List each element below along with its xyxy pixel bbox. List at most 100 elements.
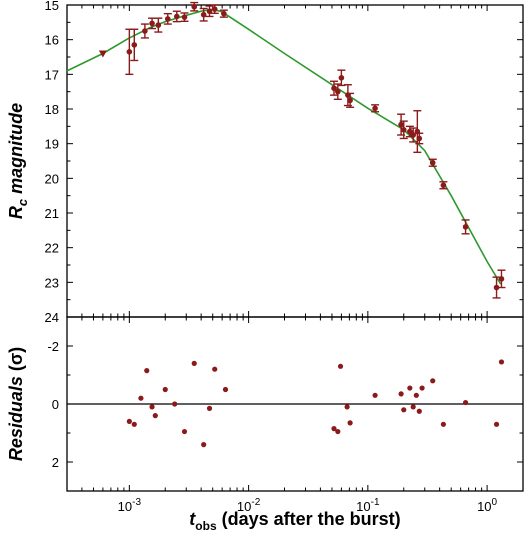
data-point: [174, 13, 180, 20]
data-point: [131, 42, 138, 48]
light-curve-tick-labels: 15 16 17 18 19 20 21 22 23 24: [45, 0, 59, 325]
x-tick-label-base: 10: [118, 499, 132, 514]
residual-point: [162, 386, 168, 393]
residual-point: [131, 421, 137, 427]
residuals-panel: -2 0 2: [47, 316, 524, 492]
data-point: [410, 132, 416, 138]
y-tick-label: 22: [45, 241, 59, 256]
residual-point: [138, 395, 144, 401]
data-point: [398, 121, 404, 128]
y-tick-label: 24: [45, 310, 59, 325]
data-point: [191, 3, 198, 10]
residuals-tick-labels: -2 0 2: [47, 339, 59, 470]
residual-point: [398, 391, 404, 397]
model-fit-line: [66, 8, 502, 285]
y-axis-title: Rc magnitude: [6, 103, 30, 219]
residual-point: [222, 386, 229, 393]
upper-limit-marker: [98, 50, 107, 58]
data-point: [462, 224, 469, 230]
residual-point: [430, 378, 436, 384]
residual-point: [149, 404, 155, 410]
residuals-axis-title-main: Residuals: [6, 376, 26, 461]
residual-point: [410, 404, 416, 410]
x-axis-title-subscript: obs: [195, 519, 217, 533]
y-axis-title-rest: magnitude: [6, 103, 26, 199]
data-point: [372, 105, 378, 112]
x-tick-label-exponent: -1: [371, 497, 380, 508]
y-tick-label: 17: [45, 67, 59, 82]
residual-point: [493, 421, 500, 427]
x-axis-tick-labels: 10-3 10-2 10-1 100: [118, 497, 498, 514]
data-point: [429, 159, 436, 166]
residual-point: [191, 360, 197, 366]
x-tick-label-exponent: -2: [251, 497, 260, 508]
residual-point: [331, 426, 337, 432]
y-axis-title-subscript: c: [15, 198, 30, 206]
residual-tick-label: 2: [52, 455, 59, 470]
data-point: [416, 135, 423, 142]
residuals-axis-ticks: [66, 316, 524, 492]
data-point: [331, 85, 337, 91]
x-tick-label-base: 10: [477, 499, 491, 514]
residual-point: [419, 385, 425, 391]
x-tick-label-base: 10: [356, 499, 370, 514]
y-axis-title-main: R: [6, 206, 26, 219]
y-tick-label: 19: [45, 137, 59, 152]
residual-point: [335, 428, 341, 435]
residual-point: [440, 421, 446, 427]
y-tick-label: 15: [45, 0, 59, 13]
x-tick-label: 10-2: [237, 497, 261, 514]
x-tick-label-exponent: -3: [132, 497, 141, 508]
residual-tick-label: -2: [47, 339, 59, 354]
data-point: [400, 127, 407, 133]
residual-point: [344, 404, 350, 410]
data-point: [155, 22, 162, 28]
residual-point: [212, 366, 218, 372]
residual-point: [181, 428, 188, 435]
residual-point: [401, 407, 407, 413]
y-tick-label: 16: [45, 33, 59, 48]
x-tick-label: 10-3: [118, 497, 142, 514]
data-point: [407, 128, 413, 135]
residual-tick-label: 0: [52, 397, 59, 412]
residual-point: [413, 392, 419, 398]
x-tick-label: 100: [477, 497, 497, 514]
residual-point: [152, 413, 158, 419]
data-point: [200, 11, 207, 18]
x-axis-title: tobs (days after the burst): [189, 509, 400, 533]
residual-point: [144, 368, 150, 374]
data-point: [211, 6, 218, 12]
residual-point: [462, 399, 469, 406]
residual-point: [126, 418, 132, 424]
data-point: [440, 182, 447, 189]
light-curve-plot-frame: [66, 4, 524, 318]
residual-point: [498, 359, 505, 365]
data-point: [493, 284, 500, 291]
data-point: [142, 28, 148, 34]
x-axis-title-main: t: [189, 509, 196, 529]
y-tick-label: 20: [45, 171, 59, 186]
residuals-axis-title: Residuals (σ): [6, 347, 26, 461]
light-curve-axis-ticks: [66, 4, 524, 318]
y-tick-label: 23: [45, 275, 59, 290]
residuals-axis-title-rest: (σ): [6, 347, 26, 376]
x-tick-label-exponent: 0: [492, 497, 498, 508]
residual-point: [347, 420, 353, 426]
data-point: [181, 14, 188, 20]
x-tick-label-base: 10: [237, 499, 251, 514]
residual-point: [407, 385, 413, 391]
residual-point: [201, 442, 207, 448]
data-point: [347, 97, 353, 104]
x-tick-label: 10-1: [356, 497, 380, 514]
data-point: [338, 75, 345, 81]
residual-point: [206, 405, 213, 411]
data-point: [221, 10, 227, 17]
light-curve-panel: 15 16 17 18 19 20 21 22 23 24: [45, 0, 524, 325]
data-point: [126, 49, 133, 55]
light-curve-data-points: [98, 1, 506, 299]
data-point: [498, 276, 505, 282]
data-point: [164, 16, 171, 22]
data-point: [149, 20, 155, 27]
y-tick-label: 18: [45, 102, 59, 117]
